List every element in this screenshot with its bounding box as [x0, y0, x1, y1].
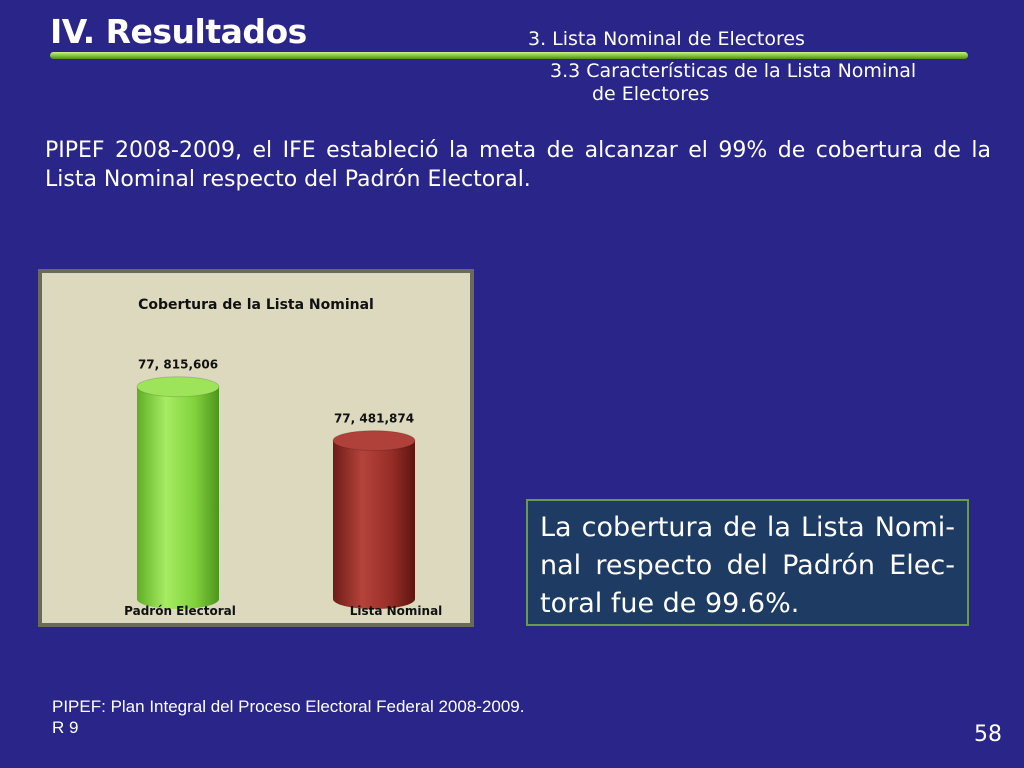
title-underline — [50, 52, 968, 59]
bar-top — [136, 376, 220, 398]
footnote-definition: PIPEF: Plan Integral del Proceso Elector… — [52, 697, 525, 716]
subsection-heading-line1: 3.3 Características de la Lista Nominal — [550, 60, 917, 82]
subsection-heading: 3.3 Características de la Lista Nominal … — [550, 60, 970, 106]
slide-title: IV. Resultados — [50, 12, 307, 51]
footnote: PIPEF: Plan Integral del Proceso Elector… — [52, 696, 525, 738]
bar-body — [137, 386, 219, 609]
bar-top — [332, 430, 416, 452]
bar-lista-nominal — [332, 430, 416, 609]
category-label: Lista Nominal — [350, 604, 443, 618]
intro-paragraph: PIPEF 2008-2009, el IFE estableció la me… — [45, 138, 991, 192]
data-label: 77, 815,606 — [138, 358, 218, 372]
chart-frame: Cobertura de la Lista Nominal 77, 815,60… — [38, 269, 474, 627]
data-label: 77, 481,874 — [334, 412, 414, 426]
bar-padron-electoral — [136, 376, 220, 609]
conclusion-callout: La cobertura de la Lista Nomi-nal respec… — [526, 499, 969, 626]
footnote-reference: R 9 — [52, 718, 79, 737]
page-number: 58 — [974, 722, 1002, 747]
coverage-chart: Cobertura de la Lista Nominal 77, 815,60… — [124, 297, 443, 618]
subsection-heading-line2: de Electores — [592, 83, 710, 105]
chart-title: Cobertura de la Lista Nominal — [138, 297, 374, 313]
section-heading: 3. Lista Nominal de Electores — [528, 28, 805, 50]
bar-body — [333, 440, 415, 609]
chart-area: Cobertura de la Lista Nominal 77, 815,60… — [42, 273, 470, 623]
category-label: Padrón Electoral — [124, 604, 236, 618]
